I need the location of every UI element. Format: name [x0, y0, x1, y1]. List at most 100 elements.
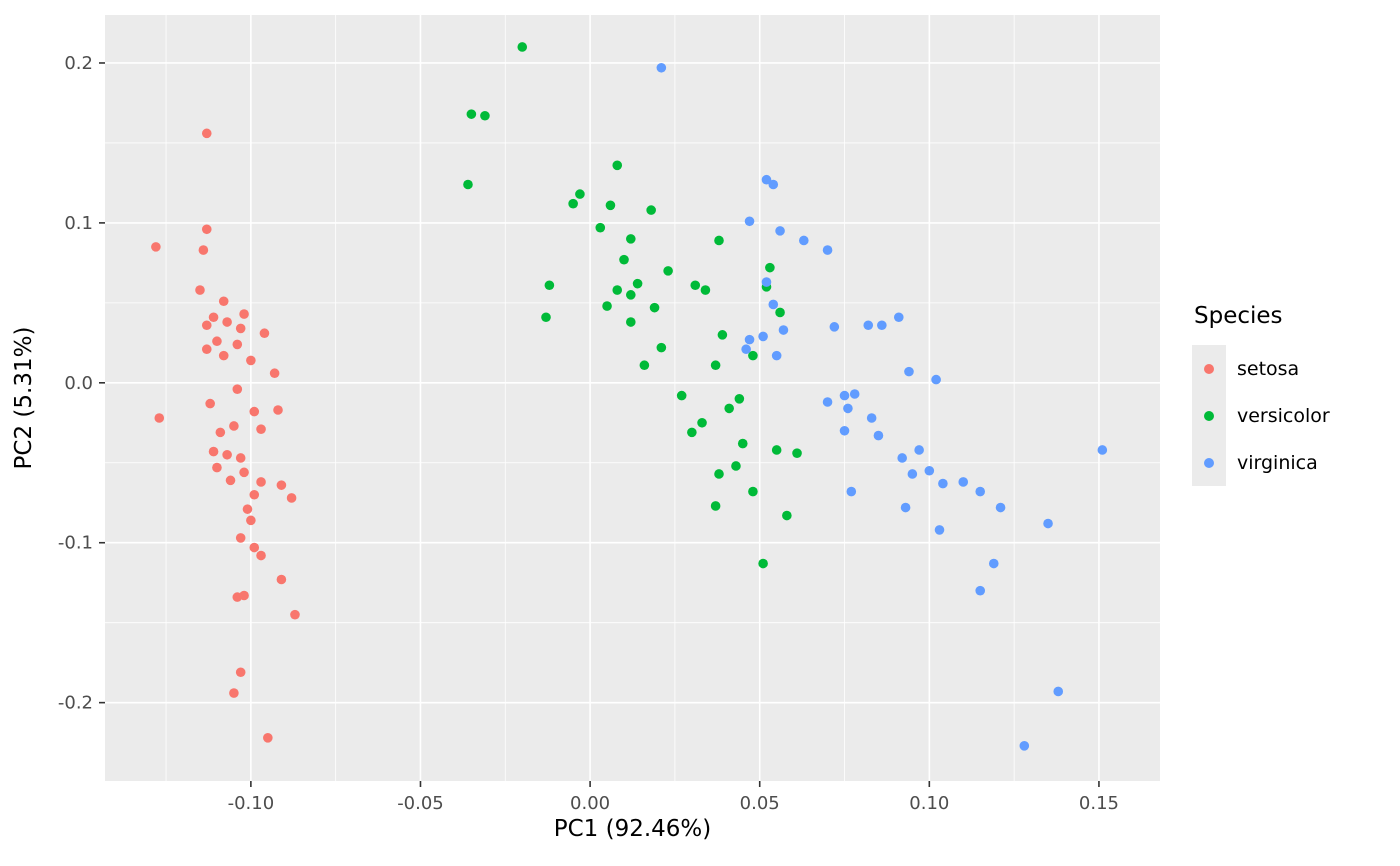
legend-key: [1192, 392, 1226, 439]
data-point-virginica: [761, 174, 772, 185]
data-point-setosa: [235, 667, 246, 678]
legend-label-versicolor: versicolor: [1237, 404, 1330, 427]
data-point-versicolor: [731, 461, 741, 471]
data-point-versicolor: [517, 42, 528, 52]
y-tick-label: 0.0: [64, 373, 93, 394]
data-point-setosa: [290, 609, 300, 620]
data-point-virginica: [771, 350, 782, 361]
data-point-setosa: [201, 128, 212, 139]
data-point-setosa: [201, 224, 212, 235]
data-point-setosa: [242, 504, 253, 514]
data-point-setosa: [249, 542, 260, 553]
data-point-setosa: [239, 467, 249, 478]
data-point-versicolor: [602, 301, 612, 311]
data-point-setosa: [208, 446, 219, 457]
legend-entry-virginica: virginica: [1192, 439, 1330, 486]
data-point-setosa: [246, 515, 256, 526]
data-point-setosa: [235, 533, 246, 543]
data-point-virginica: [995, 502, 1006, 513]
data-point-versicolor: [734, 393, 745, 404]
data-point-versicolor: [626, 290, 636, 300]
data-point-setosa: [286, 493, 297, 503]
data-point-virginica: [897, 453, 907, 463]
data-point-setosa: [218, 296, 229, 307]
data-point-virginica: [761, 277, 772, 287]
data-point-setosa: [269, 368, 280, 379]
data-point-virginica: [1019, 741, 1030, 751]
data-point-virginica: [934, 525, 945, 535]
data-point-virginica: [958, 477, 969, 487]
data-point-virginica: [768, 299, 779, 310]
data-point-virginica: [877, 320, 887, 331]
data-point-setosa: [212, 462, 222, 473]
x-tick-label: 0.15: [1079, 793, 1119, 814]
data-point-virginica: [822, 397, 833, 407]
versicolor-point-icon: [1204, 410, 1214, 421]
data-point-virginica: [1053, 686, 1064, 697]
x-tick-label: 0.10: [909, 793, 949, 814]
data-point-setosa: [208, 312, 219, 323]
data-point-setosa: [246, 355, 256, 366]
legend-key: [1192, 345, 1226, 392]
x-tick-label: 0.05: [740, 793, 780, 814]
data-point-versicolor: [463, 179, 473, 190]
data-point-virginica: [839, 390, 850, 401]
data-point-versicolor: [748, 486, 758, 497]
data-point-versicolor: [619, 254, 629, 265]
data-point-versicolor: [544, 280, 555, 291]
legend-entry-versicolor: versicolor: [1192, 392, 1330, 439]
data-point-versicolor: [466, 109, 477, 119]
data-point-setosa: [273, 405, 283, 415]
data-point-virginica: [839, 425, 850, 436]
data-point-virginica: [846, 486, 857, 497]
data-point-virginica: [893, 312, 904, 323]
data-point-virginica: [775, 226, 785, 236]
x-axis-title: PC1 (92.46%): [553, 816, 712, 842]
data-point-virginica: [988, 558, 999, 569]
data-point-versicolor: [717, 330, 728, 340]
data-point-virginica: [924, 465, 935, 476]
data-point-versicolor: [639, 360, 650, 371]
data-point-virginica: [931, 374, 941, 385]
data-point-versicolor: [612, 285, 623, 295]
data-point-virginica: [744, 334, 755, 345]
data-point-setosa: [276, 480, 287, 490]
data-point-versicolor: [663, 266, 673, 276]
data-point-versicolor: [595, 222, 606, 233]
legend-label-setosa: setosa: [1237, 357, 1300, 380]
data-point-setosa: [256, 477, 266, 487]
y-tick-label: 0.1: [64, 213, 93, 234]
x-tick-label: -0.05: [397, 793, 444, 814]
legend-title: Species: [1194, 303, 1283, 329]
data-point-setosa: [263, 733, 273, 743]
data-point-versicolor: [656, 342, 667, 353]
data-point-setosa: [195, 285, 205, 295]
data-point-setosa: [151, 242, 161, 252]
y-axis-title: PC2 (5.31%): [11, 326, 37, 470]
data-point-setosa: [235, 453, 246, 463]
data-point-versicolor: [714, 469, 724, 479]
y-tick-label: -0.1: [58, 533, 93, 554]
x-tick-label: -0.10: [228, 793, 275, 814]
data-point-virginica: [849, 389, 860, 399]
data-point-versicolor: [605, 200, 616, 211]
data-point-versicolor: [690, 280, 701, 291]
legend-label-virginica: virginica: [1237, 451, 1318, 474]
data-point-setosa: [235, 323, 246, 334]
data-point-setosa: [201, 344, 212, 355]
data-point-setosa: [229, 688, 239, 698]
data-point-virginica: [873, 430, 884, 441]
data-point-versicolor: [568, 198, 578, 209]
data-point-virginica: [778, 325, 789, 335]
data-point-setosa: [215, 427, 226, 438]
data-point-setosa: [198, 245, 209, 255]
y-tick-label: -0.2: [58, 693, 93, 714]
data-point-setosa: [225, 475, 236, 486]
data-point-virginica: [975, 585, 986, 596]
data-point-setosa: [239, 309, 249, 319]
data-point-setosa: [239, 590, 249, 601]
data-point-setosa: [212, 336, 222, 347]
data-point-versicolor: [724, 403, 734, 414]
